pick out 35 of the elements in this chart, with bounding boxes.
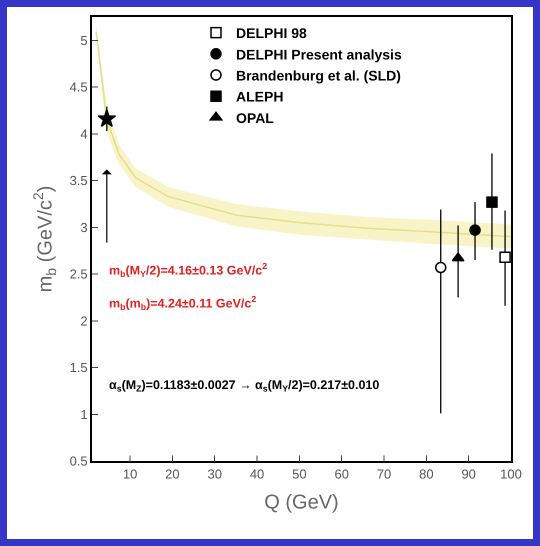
legend-label: ALEPH bbox=[236, 88, 284, 105]
x-tick-label: 10 bbox=[122, 466, 138, 482]
y-tick-label: 4 bbox=[80, 126, 88, 142]
x-tick-label: 90 bbox=[461, 466, 476, 482]
point bbox=[434, 262, 446, 274]
x-tick-label: 20 bbox=[165, 466, 180, 482]
legend-label: Brandenburg et al. (SLD) bbox=[236, 67, 401, 84]
x-tick-label: 80 bbox=[419, 466, 434, 482]
x-tick-label: 100 bbox=[500, 466, 522, 482]
y-tick-label: 3 bbox=[80, 220, 88, 235]
text: α$_{s}$(M$_{Z}$)=0.1183±0.0027 → α$_{s}$(M$_{Υ}$/2)=0.217±0.010 bbox=[109, 378, 380, 394]
x-tick-label: 60 bbox=[334, 466, 349, 482]
y-tick-label: 4.5 bbox=[70, 80, 88, 95]
annotation: m$_{b}$(m$_{b}$)=4.24±0.11 GeV/c$^{2}$ bbox=[109, 294, 256, 312]
y-tick-label: 2 bbox=[80, 313, 88, 328]
x-tick-label: 50 bbox=[292, 466, 307, 482]
x-tick-label: 30 bbox=[208, 466, 222, 482]
point bbox=[499, 251, 511, 263]
x-tick-label: 40 bbox=[250, 466, 264, 482]
x-axis-title: Q (GeV) bbox=[264, 491, 339, 514]
annotation: m$_{b}$(M$_{Υ}$/2)=4.16±0.13 GeV/c$^{2}$ bbox=[109, 261, 268, 279]
y-tick-label: 1.5 bbox=[70, 360, 88, 376]
point bbox=[452, 252, 465, 262]
legend-label: OPAL bbox=[236, 110, 274, 126]
point bbox=[469, 224, 481, 236]
x-tick-label: 70 bbox=[376, 466, 392, 482]
y-tick-label: 5 bbox=[80, 32, 88, 48]
y-tick-label: 1 bbox=[80, 406, 88, 422]
point bbox=[97, 109, 116, 127]
point bbox=[486, 196, 498, 208]
legend-label: DELPHI Present analysis bbox=[236, 46, 402, 62]
y-tick-label: 3.5 bbox=[70, 173, 88, 188]
y-tick-label: 2.5 bbox=[70, 266, 88, 282]
legend-label: DELPHI 98 bbox=[236, 25, 308, 42]
y-tick-label: 0.5 bbox=[70, 454, 88, 469]
